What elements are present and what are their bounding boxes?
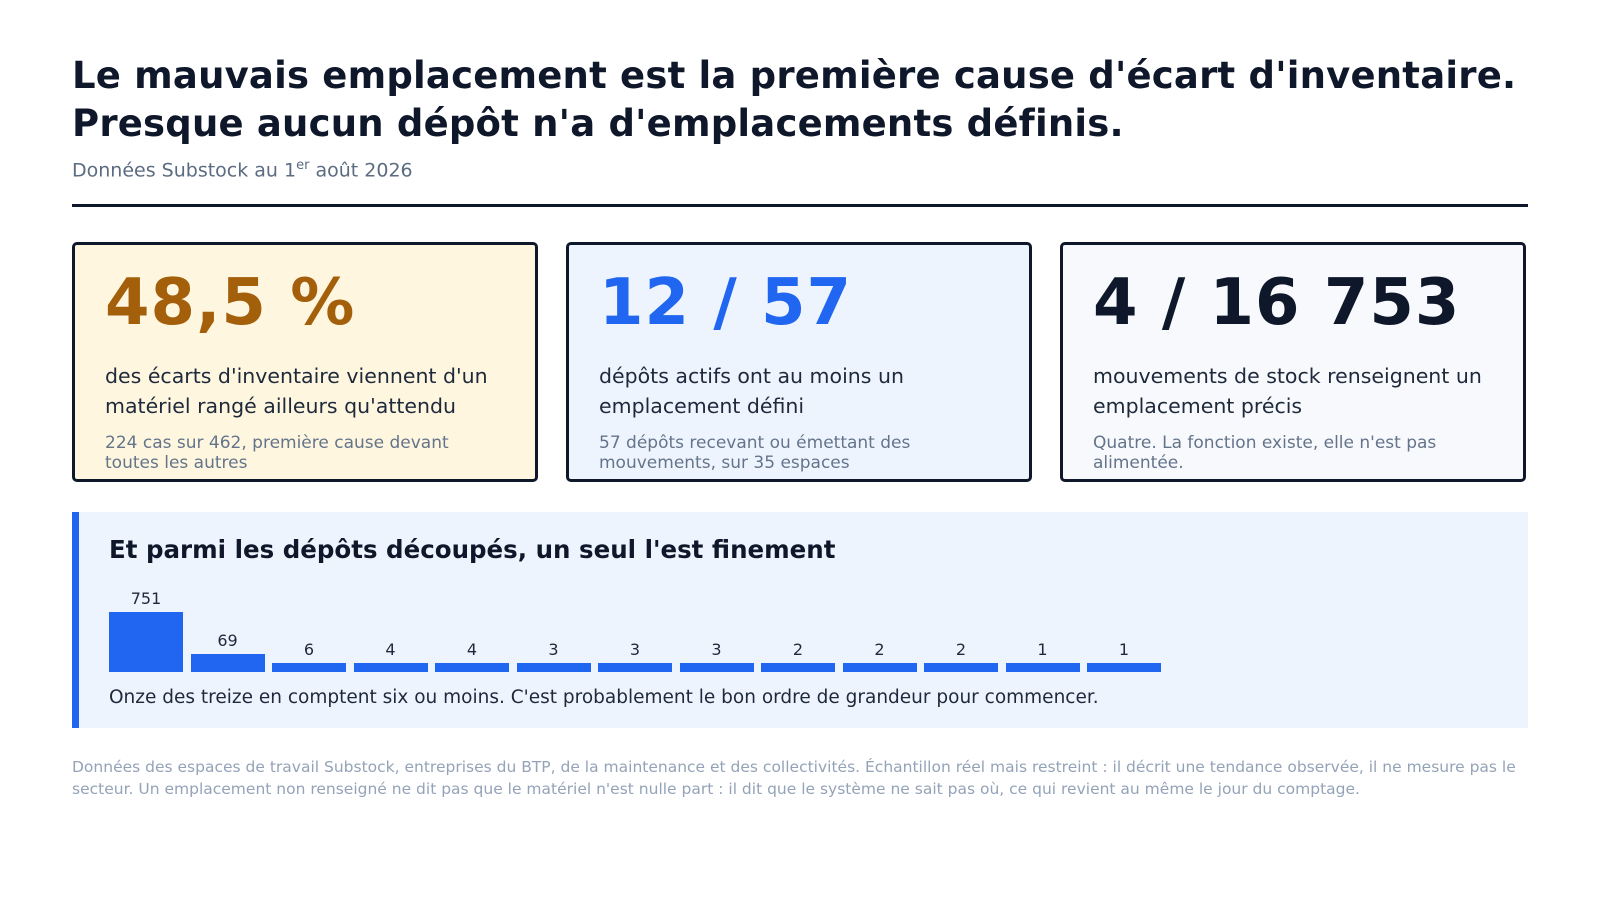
title-line-1: Le mauvais emplacement est la première c… xyxy=(72,54,1517,97)
chart-bar xyxy=(598,663,672,673)
subtitle-superscript: er xyxy=(296,158,310,173)
kpi-note: 57 dépôts recevant ou émettant des mouve… xyxy=(599,433,911,474)
chart-data-label: 69 xyxy=(217,631,238,651)
kpi-card-misplacement: 48,5 % des écarts d'inventaire viennent … xyxy=(72,242,538,483)
kpi-note: 224 cas sur 462, première cause devant t… xyxy=(105,433,449,474)
page-title: Le mauvais emplacement est la première c… xyxy=(72,52,1528,148)
chart-bar xyxy=(1005,663,1080,673)
kpi-value: 4 / 16 753 xyxy=(1093,266,1461,341)
chart-data-label: 1 xyxy=(1118,640,1130,660)
chart-data-label: 2 xyxy=(792,640,804,660)
kpi-card-movements: 4 / 16 753 mouvements de stock renseigne… xyxy=(1060,242,1526,483)
chart-data-label: 6 xyxy=(303,640,315,660)
chart-caption: Onze des treize en comptent six ou moins… xyxy=(109,687,1099,709)
chart-data-label: 3 xyxy=(711,640,722,660)
bar-chart: 751 69 6 4 4 3 3 3 2 2 2 1 1 xyxy=(109,576,1209,673)
kpi-value: 48,5 % xyxy=(105,266,356,341)
chart-bar xyxy=(353,663,428,673)
chart-data-label: 2 xyxy=(874,640,885,660)
chart-data-label: 4 xyxy=(385,640,396,660)
kpi-note: Quatre. La fonction existe, elle n'est p… xyxy=(1093,433,1437,474)
kpi-value: 12 / 57 xyxy=(599,266,853,341)
chart-bar xyxy=(924,663,998,673)
chart-bar xyxy=(190,654,265,673)
kpi-description: mouvements de stock renseignent un empla… xyxy=(1093,364,1482,419)
chart-data-label: 2 xyxy=(955,640,967,660)
chart-data-label: 1 xyxy=(1037,640,1048,660)
chart-bar xyxy=(109,612,183,673)
chart-data-label: 3 xyxy=(548,640,559,660)
chart-bar xyxy=(1087,663,1161,673)
chart-title: Et parmi les dépôts découpés, un seul l'… xyxy=(109,535,836,565)
kpi-description: dépôts actifs ont au moins un emplacemen… xyxy=(599,364,904,419)
page: Le mauvais emplacement est la première c… xyxy=(72,52,1528,800)
kpi-description: des écarts d'inventaire viennent d'un ma… xyxy=(105,364,488,419)
footer-note: Données des espaces de travail Substock,… xyxy=(72,758,1516,799)
chart-bar xyxy=(516,663,591,673)
page-subtitle: Données Substock au 1er août 2026 xyxy=(72,154,1528,182)
chart-data-label: 4 xyxy=(466,640,478,660)
chart-bar xyxy=(842,663,917,673)
chart-bar xyxy=(435,663,509,673)
header-divider xyxy=(72,204,1528,208)
title-line-2: Presque aucun dépôt n'a d'emplacements d… xyxy=(72,102,1124,145)
chart-bar xyxy=(272,663,346,673)
chart-data-label: 3 xyxy=(629,640,641,660)
chart-data-label: 751 xyxy=(130,589,162,609)
subtitle-text: Données Substock au 1 xyxy=(72,159,297,182)
kpi-card-depots: 12 / 57 dépôts actifs ont au moins un em… xyxy=(566,242,1032,483)
subtitle-date: août 2026 xyxy=(309,159,413,182)
chart-bar xyxy=(679,663,754,673)
chart-bar xyxy=(761,663,835,673)
chart-panel: Et parmi les dépôts découpés, un seul l'… xyxy=(72,512,1528,729)
kpi-cards: 48,5 % des écarts d'inventaire viennent … xyxy=(72,242,1528,483)
